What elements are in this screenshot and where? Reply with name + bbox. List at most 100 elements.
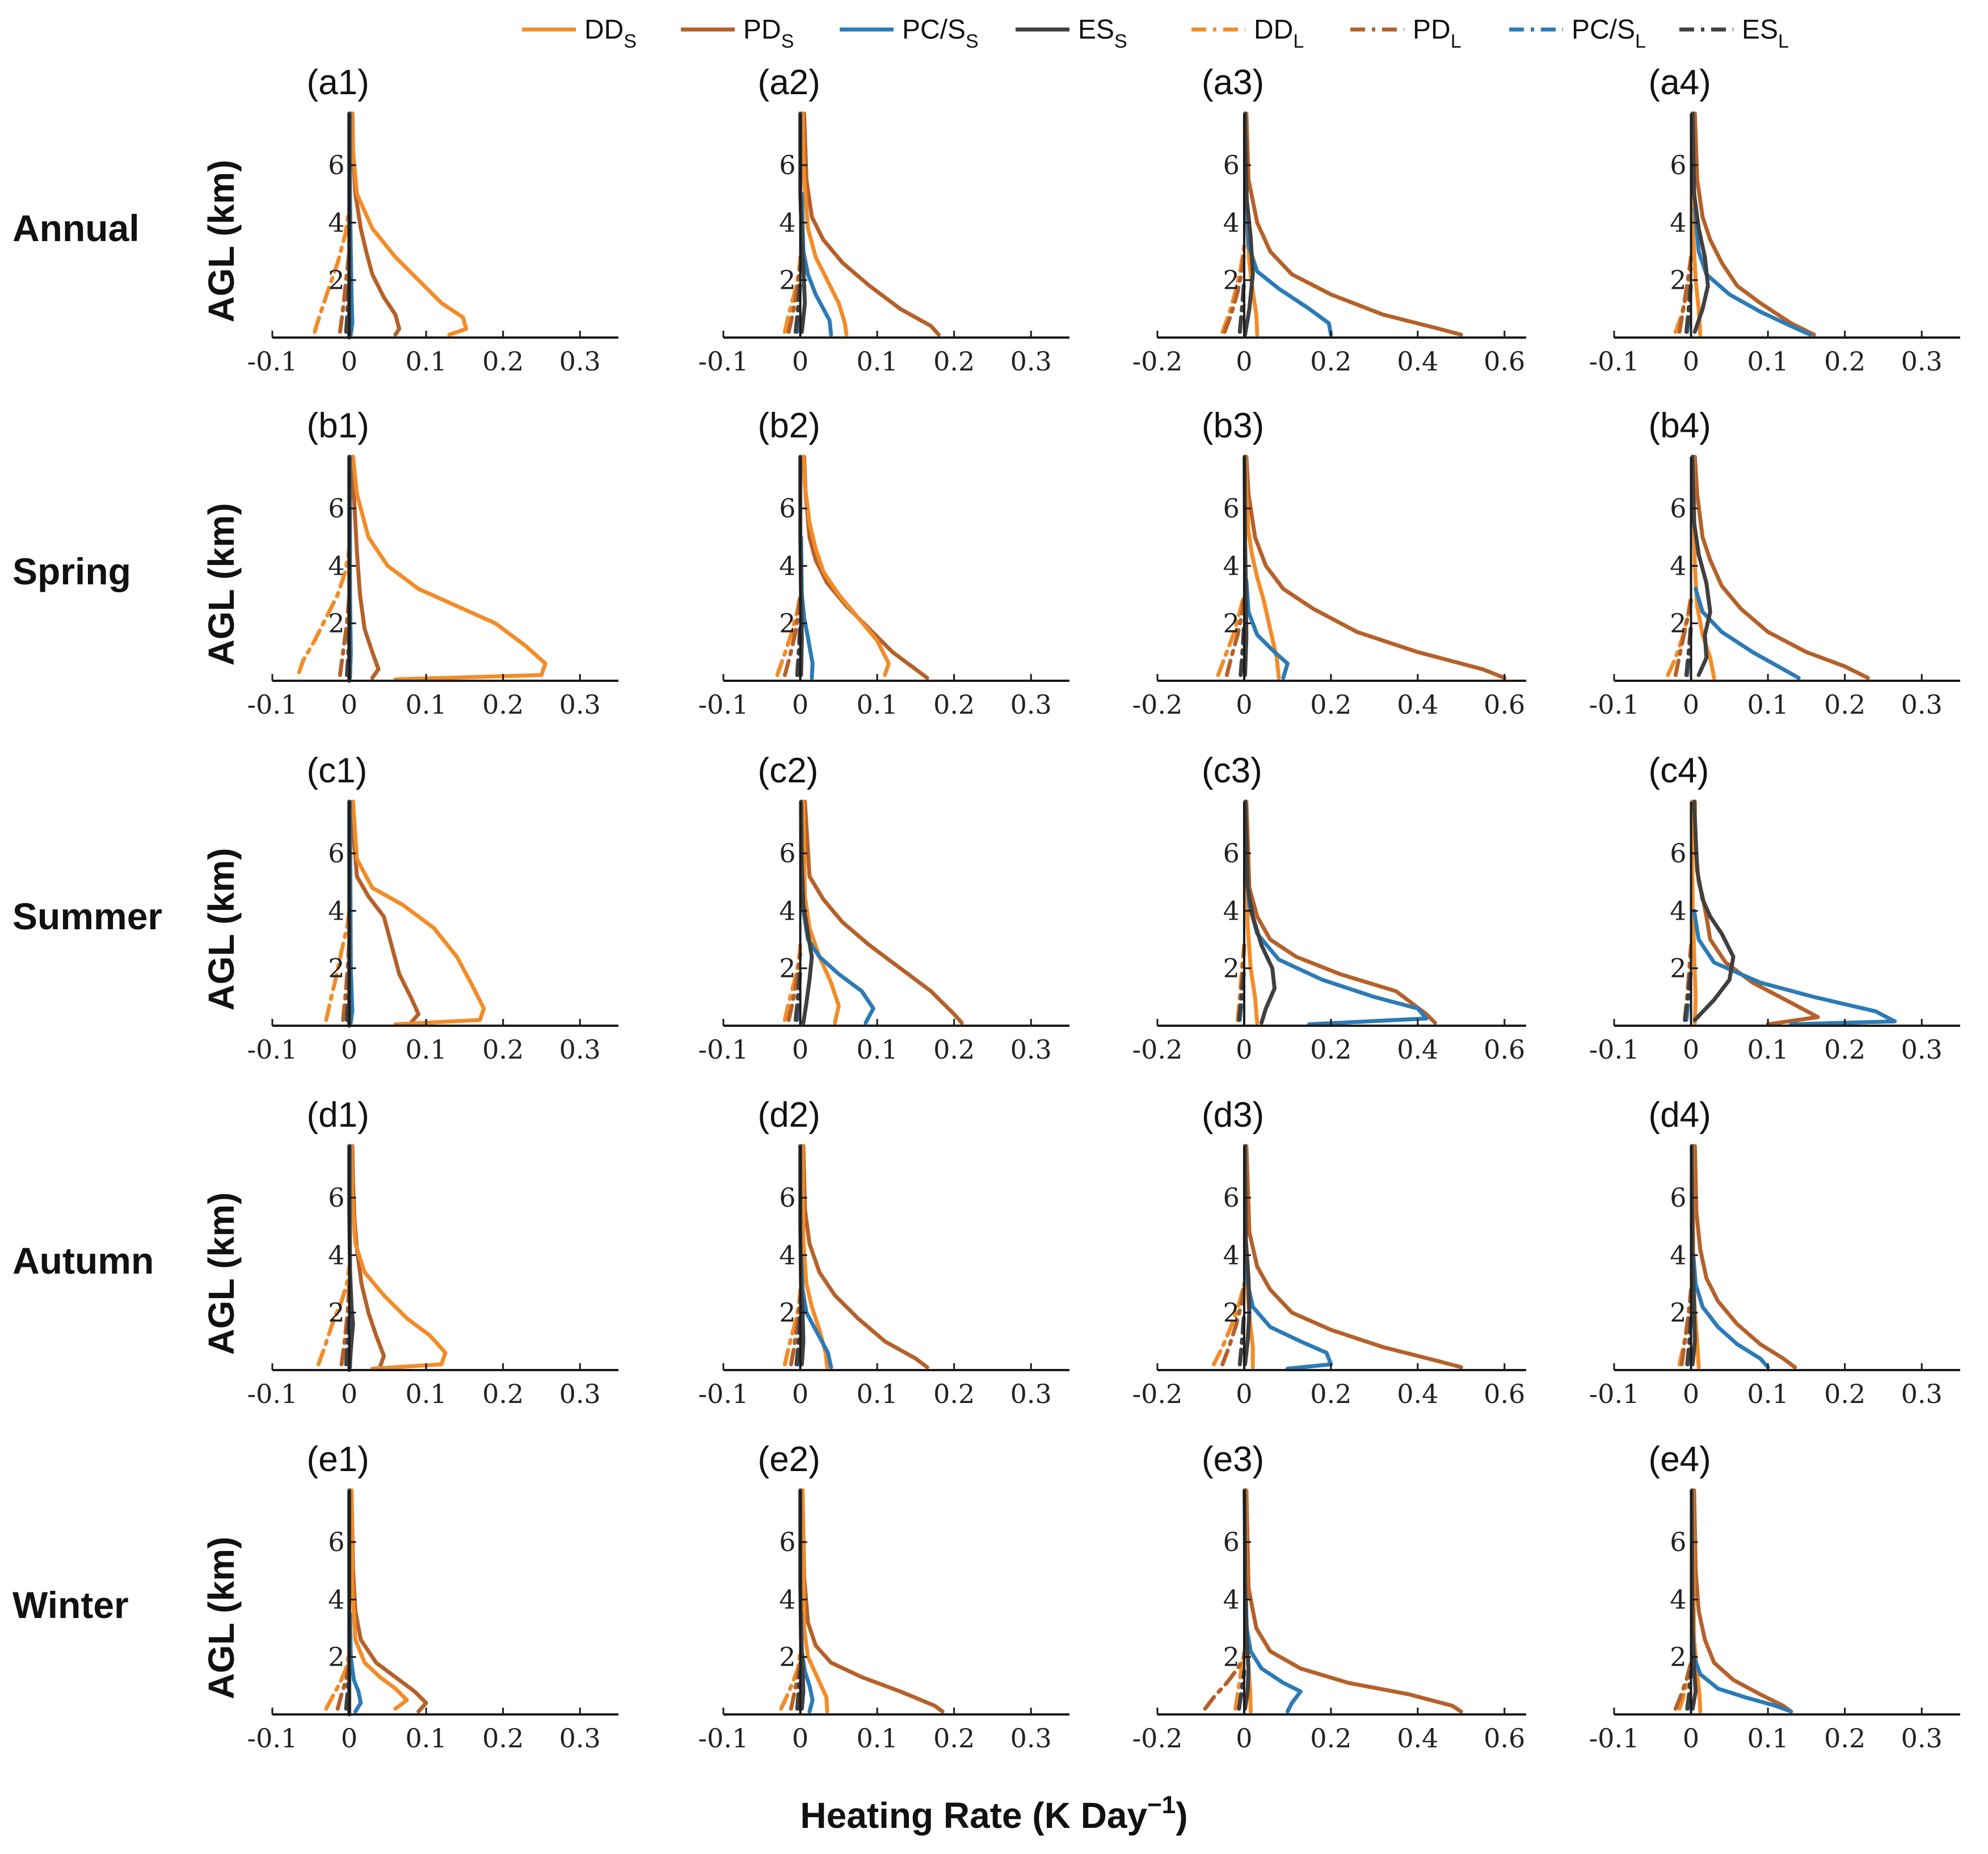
x-tick-label: 0.1: [857, 689, 898, 720]
x-tick-label: -0.2: [1132, 689, 1183, 720]
x-tick-label: -0.2: [1132, 1379, 1183, 1409]
y-tick-label: 4: [1223, 207, 1240, 238]
y-tick-label: 2: [1223, 1642, 1240, 1672]
series-dd-l: [324, 1649, 352, 1711]
y-tick-label: 2: [328, 608, 344, 639]
series-dd-s: [801, 1144, 829, 1370]
x-tick-label: 0: [1683, 1379, 1699, 1409]
legend-label-base: PD: [1413, 15, 1451, 45]
series-dd-s: [801, 111, 849, 337]
series-dd-s: [351, 799, 486, 1026]
series-pd-s: [802, 111, 941, 337]
panel-label: (a4): [1649, 63, 1711, 102]
x-tick-label: 0.2: [482, 346, 524, 377]
y-tick-label: 4: [1223, 1240, 1240, 1270]
legend-label-base: PD: [743, 15, 781, 45]
y-tick-label: 2: [1670, 1297, 1686, 1328]
x-tick-label: 0.3: [1010, 1723, 1052, 1754]
series-pd-s: [1692, 1144, 1797, 1370]
y-tick-label: 2: [1670, 1642, 1686, 1672]
y-axis-label: AGL (km): [201, 848, 242, 1011]
series-dd-l: [297, 546, 352, 675]
panel-label: (e3): [1202, 1440, 1264, 1479]
x-tick-label: 0.1: [406, 1379, 447, 1409]
series-pd-s: [1244, 1488, 1463, 1714]
x-tick-label: 0: [1236, 689, 1252, 720]
legend-label-sub: L: [1451, 31, 1461, 52]
panel-a4: (a4) -0.1 0 0.1 0.2 0.3 2 4 6: [1589, 63, 1960, 377]
legend-entry-es-s: ESS: [1016, 15, 1127, 52]
x-tick-label: -0.1: [698, 1034, 749, 1065]
y-tick-label: 2: [779, 265, 795, 296]
series-pcs-s: [1243, 1583, 1303, 1714]
y-tick-label: 2: [1670, 608, 1686, 639]
x-tick-label: 0: [1683, 689, 1699, 720]
series-dd-s: [349, 111, 469, 337]
panel-label: (c1): [307, 751, 368, 790]
panel-e4: (e4) -0.1 0 0.1 0.2 0.3 2 4 6: [1589, 1440, 1960, 1754]
y-tick-label: 4: [1223, 895, 1240, 926]
x-tick-label: -0.1: [247, 689, 298, 720]
x-tick-label: 0.3: [1010, 1034, 1052, 1065]
series-pd-s: [350, 1144, 386, 1370]
x-tick-label: 0: [1683, 1723, 1699, 1754]
x-axis-label: Heating Rate (K Day−1): [800, 1791, 1187, 1836]
y-tick-label: 2: [1223, 608, 1240, 639]
y-tick-label: 6: [1223, 1527, 1240, 1557]
legend-label-base: ES: [1742, 15, 1778, 45]
series-dd-s: [349, 1488, 409, 1711]
y-tick-label: 4: [328, 207, 344, 238]
panels-grid: (a1) -0.1 0 0.1 0.2 0.3 2 4 6 (a2) -0.1 0 0.1 0.2 0.3 2…: [247, 63, 1960, 1754]
series-pcs-s: [1694, 587, 1801, 680]
x-tick-label: 0.3: [1901, 1379, 1943, 1409]
y-tick-label: 6: [328, 1527, 344, 1557]
legend-label: DDS: [584, 15, 637, 52]
x-tick-label: 0.3: [1010, 1379, 1052, 1409]
y-tick-label: 6: [1670, 150, 1686, 180]
legend-label-base: PC/S: [1572, 15, 1635, 45]
legend-label: PC/SL: [1572, 15, 1646, 52]
series-pcs-s: [1244, 1238, 1333, 1371]
x-tick-label: 0.2: [1310, 346, 1351, 377]
series-es-s: [1243, 1144, 1252, 1367]
panel-c3: (c3) -0.2 0 0.2 0.4 0.6 2 4 6: [1132, 751, 1526, 1065]
panel-d2: (d2) -0.1 0 0.1 0.2 0.3 2 4 6: [698, 1095, 1069, 1409]
series-pcs-s: [1692, 908, 1897, 1026]
x-tick-label: 0: [1683, 1034, 1699, 1065]
y-tick-label: 6: [1670, 838, 1686, 869]
legend-label: PDS: [743, 15, 794, 52]
x-tick-label: 0: [792, 346, 808, 377]
series-dd-l: [1233, 1649, 1246, 1711]
x-tick-label: -0.1: [698, 1723, 749, 1754]
y-tick-label: 4: [1223, 1584, 1240, 1615]
x-tick-label: -0.1: [1589, 1034, 1640, 1065]
series-es-s: [1242, 1488, 1251, 1711]
x-tick-label: 0.3: [1901, 689, 1943, 720]
panel-label: (a1): [307, 63, 369, 102]
y-tick-label: 6: [1670, 1527, 1686, 1557]
series-dd-s: [1691, 454, 1716, 680]
x-tick-label: 0.4: [1397, 346, 1438, 377]
x-tick-label: 0.1: [857, 1379, 898, 1409]
x-tick-label: 0.2: [482, 1379, 524, 1409]
series-pd-s: [1692, 454, 1870, 680]
x-tick-label: 0.2: [933, 1723, 975, 1754]
panel-e3: (e3) -0.2 0 0.2 0.4 0.6 2 4 6: [1132, 1440, 1526, 1754]
row-labels: Annual AGL (km) Spring AGL (km) Summer AGL (k…: [12, 160, 242, 1700]
y-tick-label: 2: [328, 1642, 344, 1672]
y-tick-label: 6: [1670, 493, 1686, 524]
x-tick-label: 0: [1236, 1034, 1252, 1065]
row-label-autumn: Autumn: [12, 1240, 154, 1282]
y-tick-label: 2: [328, 265, 344, 296]
row-label-spring: Spring: [12, 550, 131, 592]
x-tick-label: 0.3: [1010, 346, 1052, 377]
panel-label: (d4): [1649, 1095, 1711, 1135]
series-es-s: [1690, 1488, 1698, 1711]
series-pcs-s: [1244, 578, 1290, 680]
y-tick-label: 6: [779, 1182, 795, 1213]
y-tick-label: 6: [328, 1182, 344, 1213]
panel-label: (a3): [1202, 63, 1264, 102]
x-tick-label: 0.3: [1010, 689, 1052, 720]
y-tick-label: 4: [328, 1584, 344, 1615]
y-tick-label: 4: [1670, 1584, 1686, 1615]
